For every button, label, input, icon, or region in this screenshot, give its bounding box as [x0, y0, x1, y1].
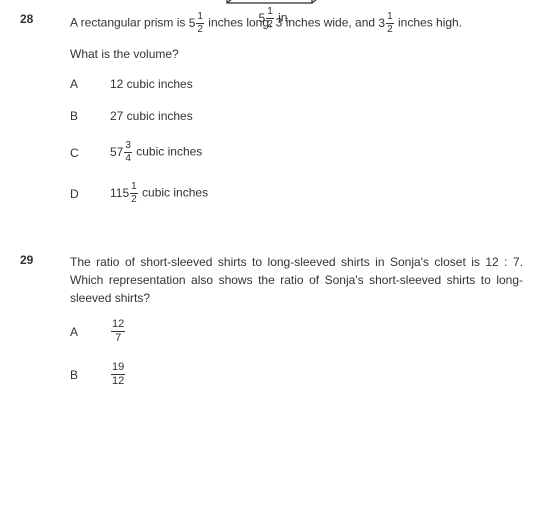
whole: 57 [110, 145, 123, 159]
choice-text: 1912 [110, 362, 523, 387]
denominator: 2 [130, 194, 138, 205]
choice-a[interactable]: A 127 [70, 319, 523, 344]
numerator: 19 [111, 362, 125, 375]
choice-letter: D [70, 187, 110, 201]
question-stem: The ratio of short-sleeved shirts to lon… [70, 253, 523, 307]
choice-letter: B [70, 368, 110, 382]
question-body: The ratio of short-sleeved shirts to lon… [70, 253, 523, 405]
question-number: 29 [20, 253, 70, 405]
choice-text: 27 cubic inches [110, 109, 523, 123]
choice-letter: C [70, 146, 110, 160]
question-prompt: What is the volume? [70, 47, 523, 61]
numerator: 1 [266, 7, 274, 19]
question-body: A rectangular prism is 512 inches long, … [70, 12, 523, 223]
choice-a[interactable]: A 12 cubic inches [70, 77, 523, 91]
choice-b[interactable]: B 27 cubic inches [70, 109, 523, 123]
choice-text: 5734 cubic inches [110, 141, 523, 164]
choice-b[interactable]: B 1912 [70, 362, 523, 387]
numerator: 3 [124, 141, 132, 153]
denominator: 12 [111, 375, 125, 387]
question-29: 29 The ratio of short-sleeved shirts to … [20, 253, 523, 405]
suffix: cubic inches [133, 145, 202, 159]
numerator: 12 [111, 319, 125, 332]
unit: in. [275, 11, 291, 25]
choice-text: 12 cubic inches [110, 77, 523, 91]
question-number: 28 [20, 12, 70, 223]
choice-text: 11512 cubic inches [110, 182, 523, 205]
whole: 5 [259, 11, 266, 25]
denominator: 7 [111, 332, 125, 344]
stem-part: A rectangular prism is [70, 16, 189, 30]
question-28: 28 A rectangular prism is 512 inches lon… [20, 12, 523, 223]
whole: 115 [110, 186, 129, 200]
choice-letter: B [70, 109, 110, 123]
denominator: 2 [266, 19, 274, 30]
choice-letter: A [70, 325, 110, 339]
width-label: 3 in. [339, 0, 362, 3]
length-label: 512 in. [259, 7, 291, 30]
suffix: cubic inches [139, 186, 208, 200]
prism-figure-labels: 312 in. 3 in. 512 in. [187, 0, 407, 29]
denominator: 4 [124, 153, 132, 164]
choice-letter: A [70, 77, 110, 91]
choice-d[interactable]: D 11512 cubic inches [70, 182, 523, 205]
prism-svg-2 [187, 0, 407, 29]
choice-c[interactable]: C 5734 cubic inches [70, 141, 523, 164]
choice-text: 127 [110, 319, 523, 344]
numerator: 1 [130, 182, 138, 194]
